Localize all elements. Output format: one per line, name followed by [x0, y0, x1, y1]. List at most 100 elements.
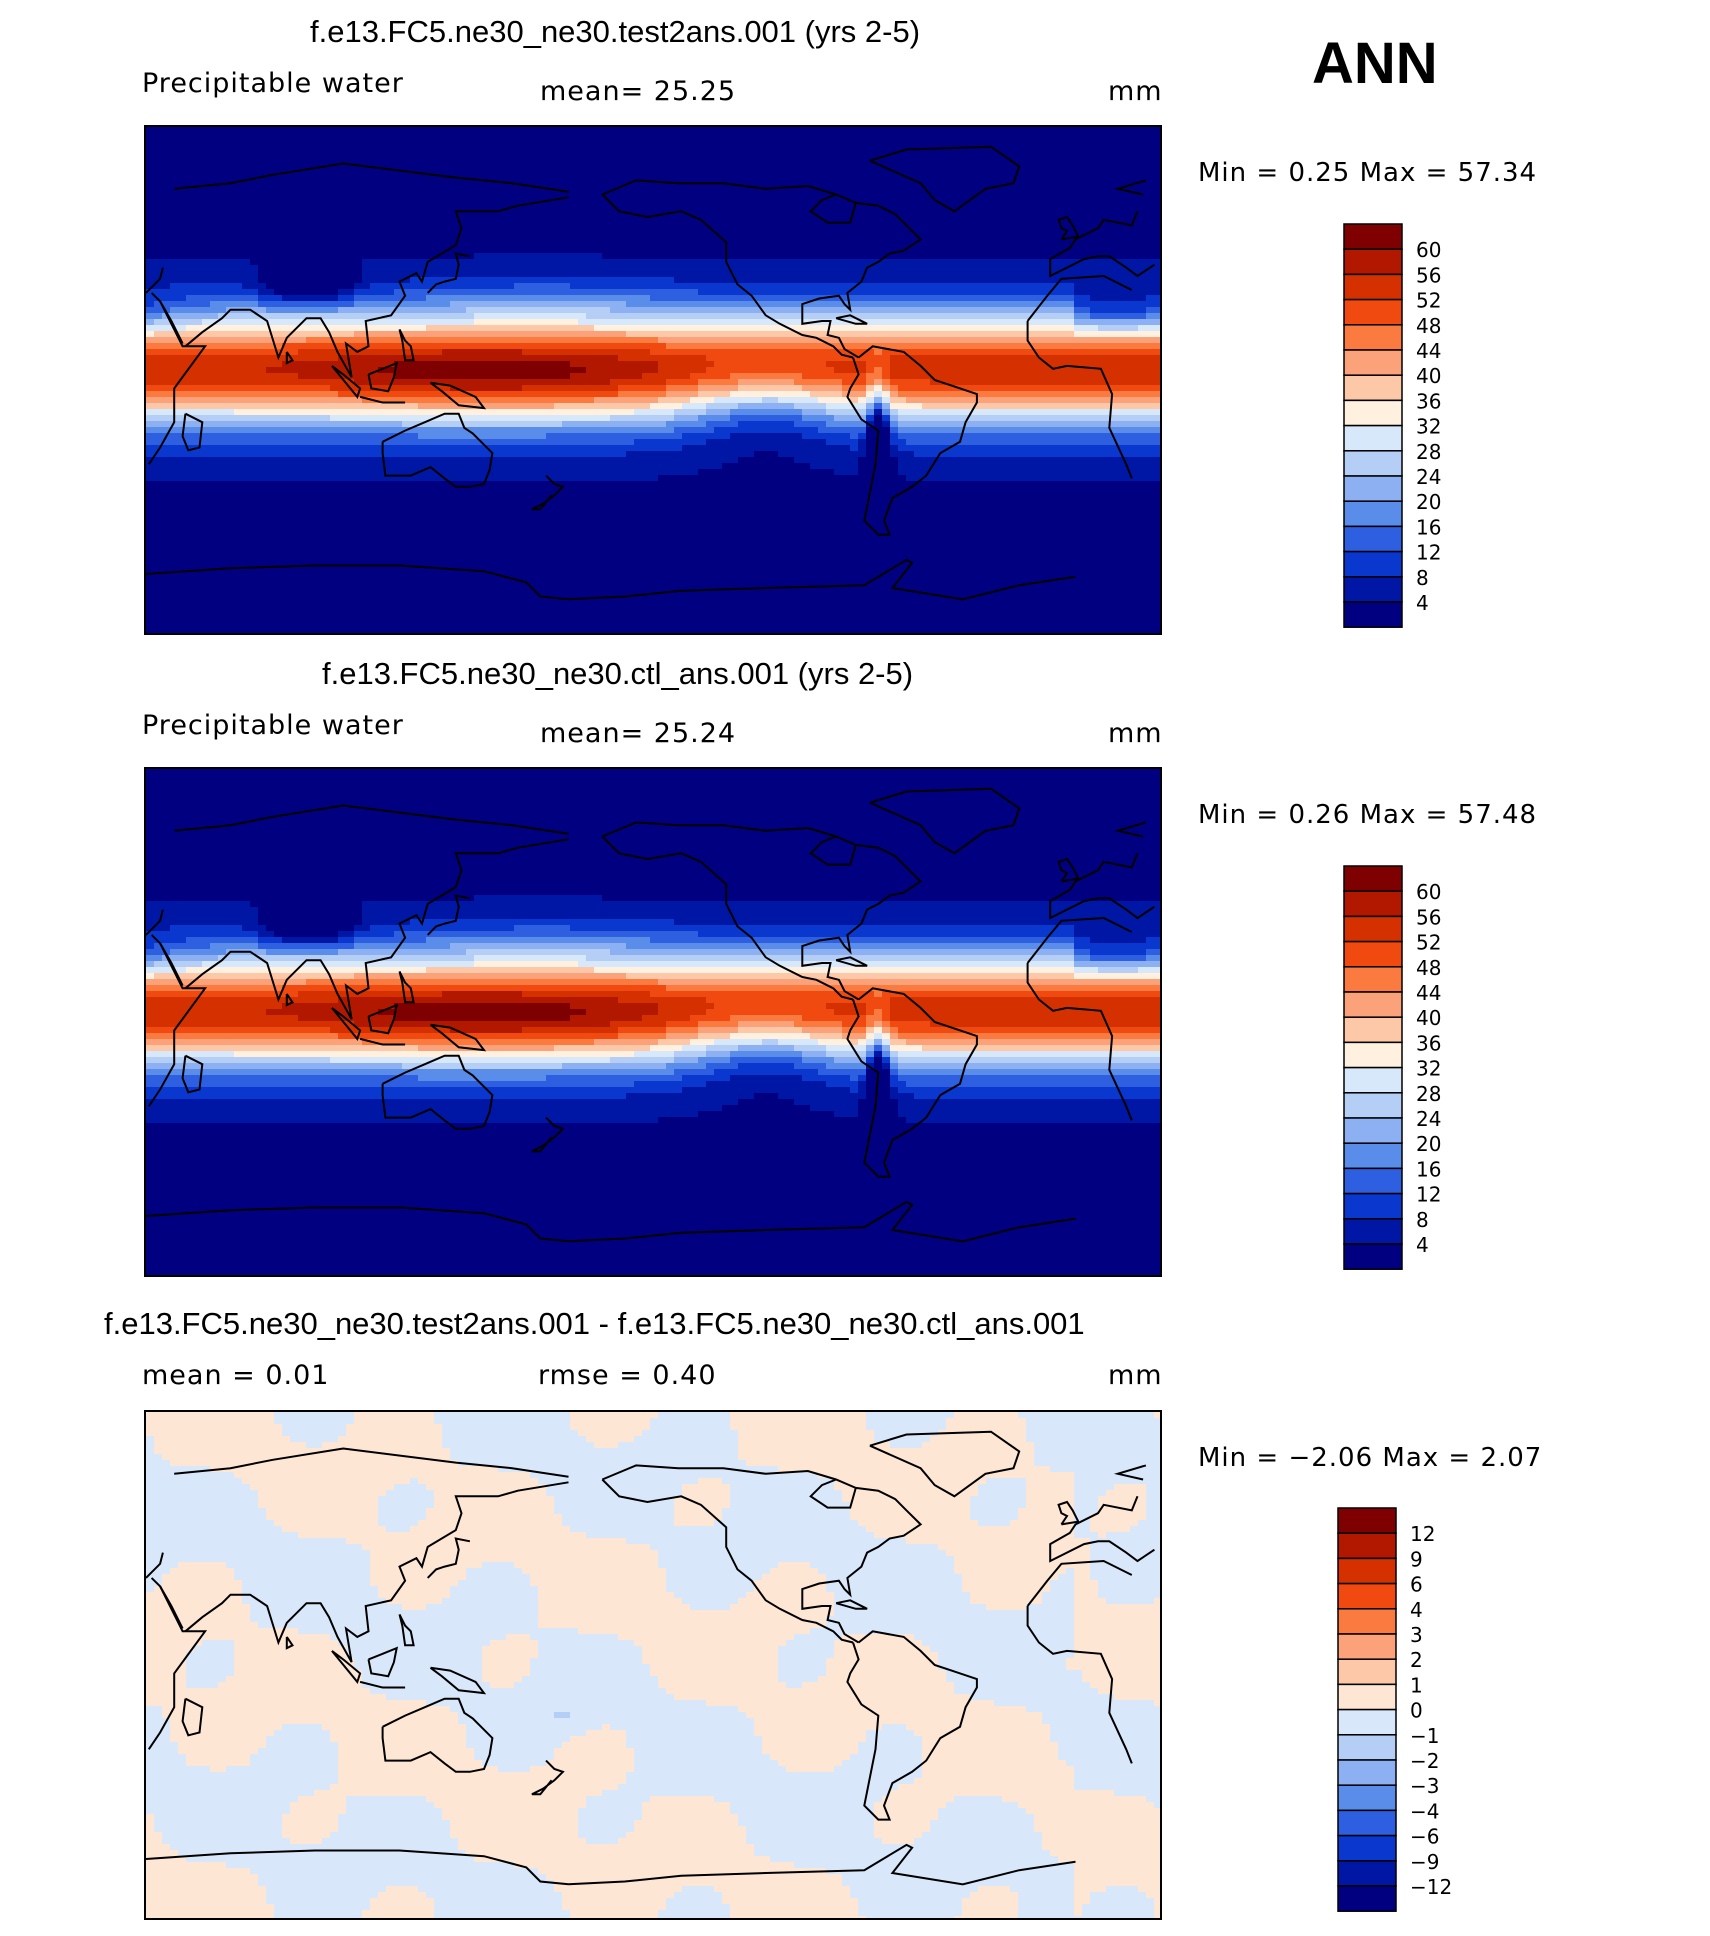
- field-cell: [866, 265, 875, 272]
- field-cell: [474, 175, 483, 182]
- field-cell: [946, 355, 955, 362]
- field-cell: [178, 133, 187, 140]
- field-cell: [1034, 253, 1043, 260]
- field-cell: [930, 163, 939, 170]
- field-cell: [698, 229, 707, 236]
- field-cell: [162, 199, 171, 206]
- field-cell: [298, 133, 307, 140]
- field-cell: [738, 229, 747, 236]
- field-cell: [986, 325, 995, 332]
- field-cell: [586, 295, 595, 302]
- field-cell: [466, 331, 475, 338]
- field-cell: [466, 181, 475, 188]
- field-cell: [578, 151, 587, 158]
- field-cell: [522, 313, 531, 320]
- field-cell: [346, 229, 355, 236]
- field-cell: [562, 277, 571, 284]
- field-cell: [938, 241, 947, 248]
- field-cell: [370, 259, 379, 266]
- field-cell: [970, 301, 979, 308]
- field-cell: [218, 163, 227, 170]
- field-cell: [498, 151, 507, 158]
- field-cell: [498, 229, 507, 236]
- field-cell: [1034, 289, 1043, 296]
- field-cell: [378, 313, 387, 320]
- field-cell: [314, 307, 323, 314]
- field-cell: [314, 319, 323, 326]
- field-cell: [802, 277, 811, 284]
- field-cell: [362, 361, 371, 368]
- field-cell: [602, 205, 611, 212]
- field-cell: [922, 319, 931, 326]
- field-cell: [338, 265, 347, 272]
- field-cell: [658, 205, 667, 212]
- field-cell: [1050, 169, 1059, 176]
- field-cell: [378, 331, 387, 338]
- field-cell: [778, 265, 787, 272]
- field-cell: [914, 283, 923, 290]
- field-cell: [770, 259, 779, 266]
- field-cell: [914, 133, 923, 140]
- field-cell: [330, 331, 339, 338]
- field-cell: [1138, 355, 1147, 362]
- field-cell: [162, 319, 171, 326]
- field-cell: [234, 283, 243, 290]
- field-cell: [674, 259, 683, 266]
- field-cell: [610, 133, 619, 140]
- field-cell: [1146, 127, 1155, 134]
- field-cell: [666, 271, 675, 278]
- field-cell: [282, 259, 291, 266]
- field-cell: [874, 349, 883, 356]
- field-cell: [194, 157, 203, 164]
- field-cell: [1074, 337, 1083, 344]
- field-cell: [1026, 301, 1035, 308]
- field-cell: [474, 211, 483, 218]
- field-cell: [218, 301, 227, 308]
- field-cell: [338, 319, 347, 326]
- field-cell: [882, 355, 891, 362]
- field-cell: [1058, 355, 1067, 362]
- field-cell: [842, 337, 851, 344]
- field-cell: [162, 325, 171, 332]
- field-cell: [1058, 199, 1067, 206]
- field-cell: [146, 295, 155, 302]
- field-cell: [1130, 187, 1139, 194]
- field-cell: [722, 229, 731, 236]
- field-cell: [530, 331, 539, 338]
- field-cell: [202, 235, 211, 242]
- field-cell: [450, 253, 459, 260]
- field-cell: [1130, 205, 1139, 212]
- field-cell: [250, 307, 259, 314]
- field-cell: [498, 259, 507, 266]
- field-cell: [786, 193, 795, 200]
- field-cell: [146, 241, 155, 248]
- field-cell: [858, 181, 867, 188]
- field-cell: [618, 199, 627, 206]
- field-cell: [1154, 289, 1160, 296]
- field-cell: [946, 283, 955, 290]
- field-cell: [570, 301, 579, 308]
- field-cell: [746, 247, 755, 254]
- field-cell: [602, 229, 611, 236]
- field-cell: [706, 271, 715, 278]
- field-cell: [842, 139, 851, 146]
- field-cell: [666, 193, 675, 200]
- field-cell: [298, 259, 307, 266]
- field-cell: [786, 313, 795, 320]
- field-cell: [946, 211, 955, 218]
- field-cell: [930, 139, 939, 146]
- field-cell: [442, 331, 451, 338]
- field-cell: [922, 355, 931, 362]
- field-cell: [194, 139, 203, 146]
- field-cell: [1114, 289, 1123, 296]
- field-cell: [834, 307, 843, 314]
- field-cell: [426, 217, 435, 224]
- field-cell: [506, 133, 515, 140]
- field-cell: [330, 205, 339, 212]
- field-cell: [202, 253, 211, 260]
- field-cell: [538, 145, 547, 152]
- field-cell: [810, 355, 819, 362]
- field-cell: [874, 313, 883, 320]
- field-cell: [1074, 319, 1083, 326]
- field-cell: [986, 319, 995, 326]
